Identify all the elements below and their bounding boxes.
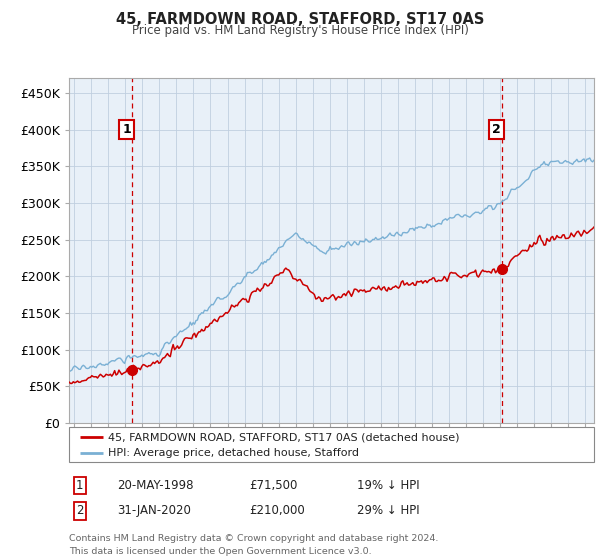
Text: 20-MAY-1998: 20-MAY-1998: [117, 479, 193, 492]
Text: £210,000: £210,000: [249, 504, 305, 517]
Text: 45, FARMDOWN ROAD, STAFFORD, ST17 0AS (detached house): 45, FARMDOWN ROAD, STAFFORD, ST17 0AS (d…: [109, 432, 460, 442]
Text: 31-JAN-2020: 31-JAN-2020: [117, 504, 191, 517]
Text: 19% ↓ HPI: 19% ↓ HPI: [357, 479, 419, 492]
Text: 2: 2: [76, 504, 83, 517]
Text: HPI: Average price, detached house, Stafford: HPI: Average price, detached house, Staf…: [109, 449, 359, 458]
Text: 45, FARMDOWN ROAD, STAFFORD, ST17 0AS: 45, FARMDOWN ROAD, STAFFORD, ST17 0AS: [116, 12, 484, 27]
Text: 1: 1: [122, 123, 131, 136]
Text: £71,500: £71,500: [249, 479, 298, 492]
Text: 29% ↓ HPI: 29% ↓ HPI: [357, 504, 419, 517]
Text: 1: 1: [76, 479, 83, 492]
Text: 2: 2: [492, 123, 501, 136]
Text: Price paid vs. HM Land Registry's House Price Index (HPI): Price paid vs. HM Land Registry's House …: [131, 24, 469, 36]
FancyBboxPatch shape: [69, 427, 594, 462]
Text: Contains HM Land Registry data © Crown copyright and database right 2024.
This d: Contains HM Land Registry data © Crown c…: [69, 534, 439, 556]
